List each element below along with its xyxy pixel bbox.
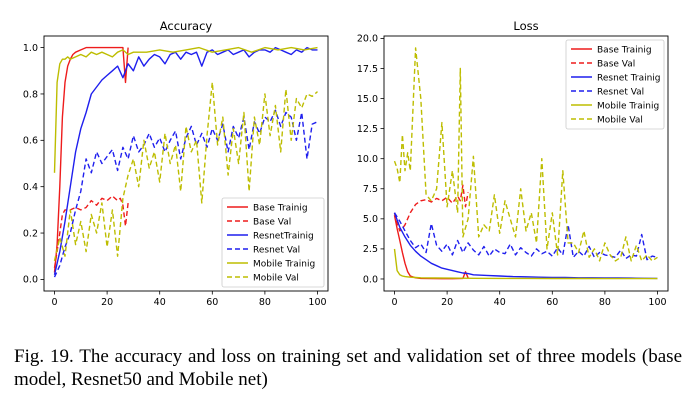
x-tick-label: 20 <box>101 297 113 308</box>
series-line-base-trainig <box>53 46 129 273</box>
series-line-mobile-trainig <box>53 46 318 173</box>
chart-title: Accuracy <box>160 19 213 33</box>
y-tick-label: 2.5 <box>363 244 378 255</box>
legend-label: Resnet Val <box>597 87 644 97</box>
legend-label: Resnet Trainig <box>597 73 661 83</box>
series-line-base-val <box>393 184 469 232</box>
y-tick-label: 10.0 <box>357 154 378 165</box>
series-line-base-val <box>53 195 129 268</box>
x-tick-label: 0 <box>391 297 397 308</box>
legend: Base Trainig Base Val ResnetTrainig Resnet … <box>221 197 325 288</box>
y-tick-label: 12.5 <box>357 124 378 135</box>
series-line-resnet-val <box>53 109 318 278</box>
x-tick-label: 100 <box>648 297 666 308</box>
chart-loss: Loss 0 20 40 60 80 100 0.0 2.5 5.0 7.5 10.0 12.5 15.0… <box>357 19 669 308</box>
legend-label: Base Trainig <box>597 45 652 55</box>
x-tick-label: 100 <box>308 297 326 308</box>
y-tick-label: 0.0 <box>23 275 38 286</box>
legend-label: Mobile Trainig <box>597 101 659 111</box>
figure-panels: Accuracy 0 20 40 60 80 100 0.0 0.2 0.4 0.6 0.8 1.0 Ba… <box>23 19 669 308</box>
x-tick-label: 60 <box>546 297 558 308</box>
legend-label: Mobile Val <box>253 273 299 283</box>
y-tick-label: 20.0 <box>357 34 378 45</box>
series-line-mobile-trainig <box>393 248 658 280</box>
y-tick-label: 0.8 <box>23 89 38 100</box>
legend-label: Mobile Val <box>597 115 643 125</box>
y-tick-label: 0.6 <box>23 136 38 147</box>
legend-label: Base Trainig <box>253 203 308 213</box>
legend: Base Trainig Base Val Resnet Trainig Resnet… <box>565 39 665 130</box>
legend-label: Base Val <box>597 59 635 69</box>
axes-frame <box>383 35 669 292</box>
x-tick-label: 40 <box>494 297 506 308</box>
y-tick-label: 15.0 <box>357 94 378 105</box>
x-tick-label: 60 <box>206 297 218 308</box>
y-tick-label: 0.4 <box>23 182 38 193</box>
legend-label: Mobile Trainig <box>253 259 315 269</box>
y-tick-label: 17.5 <box>357 64 378 75</box>
x-tick-label: 20 <box>441 297 453 308</box>
legend-label: Base Val <box>253 217 291 227</box>
series-line-resnet-val <box>393 212 658 261</box>
x-tick-label: 40 <box>154 297 166 308</box>
series-line-mobile-val <box>393 47 658 262</box>
axes-frame <box>43 35 329 292</box>
chart-title: Loss <box>513 19 538 33</box>
legend-label: Resnet Val <box>253 245 300 255</box>
x-tick-label: 80 <box>599 297 611 308</box>
y-tick-label: 0.2 <box>23 228 38 239</box>
y-tick-label: 0.0 <box>363 274 378 285</box>
series-line-resnet-trainig <box>393 212 658 280</box>
charts-canvas: Accuracy 0 20 40 60 80 100 0.0 0.2 0.4 0.6 0.8 1.0 Ba… <box>23 19 669 308</box>
chart-accuracy: Accuracy 0 20 40 60 80 100 0.0 0.2 0.4 0.6 0.8 1.0 Ba… <box>23 19 329 308</box>
y-tick-label: 5.0 <box>363 214 378 225</box>
y-tick-label: 7.5 <box>363 184 378 195</box>
legend-label: ResnetTrainig <box>253 231 314 241</box>
x-tick-label: 0 <box>51 297 57 308</box>
y-tick-label: 1.0 <box>23 43 38 54</box>
x-tick-label: 80 <box>259 297 271 308</box>
figure-caption: Fig. 19. The accuracy and loss on traini… <box>14 346 682 390</box>
